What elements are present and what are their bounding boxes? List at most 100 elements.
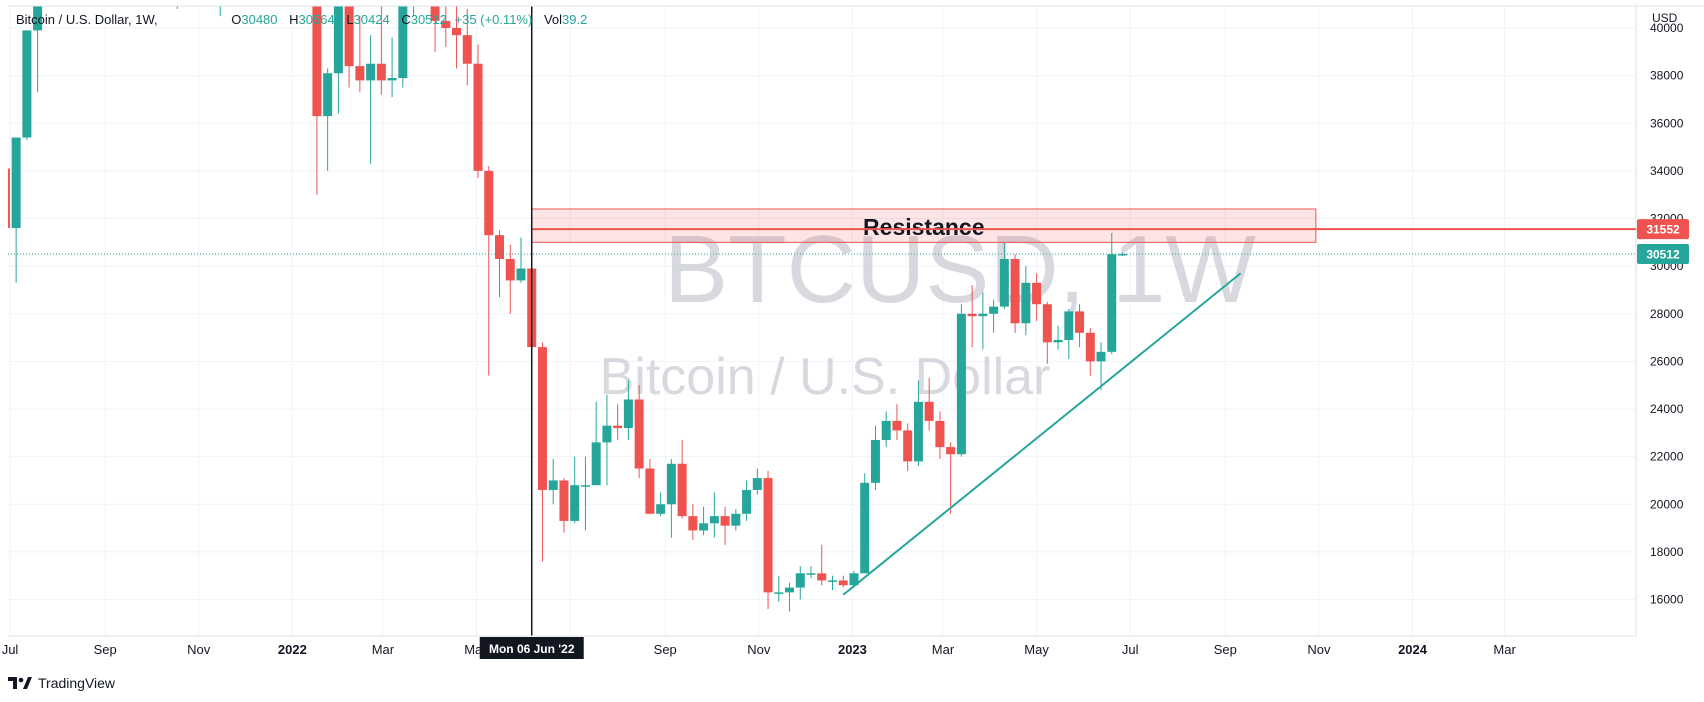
candle xyxy=(323,68,333,171)
candle xyxy=(892,404,902,440)
candle xyxy=(462,8,472,86)
candle xyxy=(956,304,966,457)
candle-body xyxy=(763,478,773,593)
legend-high-label: H xyxy=(289,12,299,27)
y-tick-label: 20000 xyxy=(1650,497,1684,511)
candle-body xyxy=(742,489,752,514)
candle-body xyxy=(817,573,827,581)
candle xyxy=(484,166,494,376)
candle-body xyxy=(677,463,687,517)
candle-body xyxy=(827,580,837,582)
candle xyxy=(441,6,451,48)
candle xyxy=(806,566,816,579)
candle xyxy=(688,504,698,540)
candle xyxy=(1118,252,1128,257)
candle xyxy=(742,480,752,521)
candle xyxy=(623,380,633,440)
price-label-text: 31552 xyxy=(1646,223,1680,237)
candle-body xyxy=(1064,311,1074,340)
candle xyxy=(870,425,880,490)
currency-label: USD xyxy=(1652,11,1678,25)
candle-body xyxy=(795,573,805,588)
candle-body xyxy=(484,170,494,236)
candle xyxy=(387,37,397,98)
y-tick-label: 22000 xyxy=(1650,450,1684,464)
candle-body xyxy=(516,268,526,281)
candle xyxy=(817,544,827,586)
candle xyxy=(452,6,462,69)
tradingview-logo[interactable]: TradingView xyxy=(8,675,115,691)
candle-body xyxy=(623,399,633,429)
y-tick-label: 24000 xyxy=(1650,402,1684,416)
candle xyxy=(763,470,773,610)
candle-body xyxy=(989,306,999,314)
y-tick-label: 16000 xyxy=(1650,593,1684,607)
candle-body xyxy=(33,6,43,31)
candle xyxy=(219,6,221,17)
candle xyxy=(505,244,515,314)
candle-body xyxy=(22,30,32,138)
candle xyxy=(1064,308,1074,359)
candle-body xyxy=(752,478,762,490)
x-tick-label: 2023 xyxy=(838,642,867,657)
candle-body xyxy=(441,20,451,29)
candle xyxy=(1096,342,1106,390)
y-tick-label: 34000 xyxy=(1650,164,1684,178)
candle-body xyxy=(656,504,666,514)
x-tick-label: Jul xyxy=(1122,642,1139,657)
candle xyxy=(473,44,483,179)
candle xyxy=(559,478,569,533)
x-tick-label: Nov xyxy=(187,642,211,657)
y-tick-label: 40000 xyxy=(1650,21,1684,35)
candle-body xyxy=(312,6,322,117)
candle-body xyxy=(731,513,741,526)
candle xyxy=(946,442,956,514)
candle xyxy=(903,423,913,471)
candle xyxy=(785,582,795,612)
candle-body xyxy=(376,63,386,81)
candle xyxy=(978,292,988,350)
candle-body xyxy=(1010,258,1020,324)
candle-body xyxy=(645,468,655,514)
y-tick-label: 36000 xyxy=(1650,116,1684,130)
candle-body xyxy=(720,516,730,526)
legend-close: 30512 xyxy=(410,12,447,27)
candle xyxy=(355,16,365,93)
candle-body xyxy=(881,420,891,440)
x-tick-label: Nov xyxy=(1307,642,1331,657)
candle-body xyxy=(1042,304,1052,343)
candle xyxy=(366,35,376,164)
candle-body xyxy=(8,168,10,229)
candle xyxy=(935,411,945,460)
y-tick-label: 26000 xyxy=(1650,354,1684,368)
price-label-box xyxy=(1637,219,1689,240)
candle xyxy=(1010,254,1020,333)
candle-body xyxy=(333,6,343,74)
candle-body xyxy=(999,258,1009,307)
candle-body xyxy=(1032,282,1042,305)
candle xyxy=(1032,273,1042,321)
grid-lines xyxy=(8,6,1636,636)
candle xyxy=(1042,301,1052,364)
candle xyxy=(795,566,805,600)
candle xyxy=(613,404,623,440)
watermark-symbol: BTCUSD, 1W xyxy=(664,216,1256,323)
candle-body xyxy=(849,573,859,586)
x-tick-label: Mar xyxy=(372,642,395,657)
candle xyxy=(913,380,923,467)
candle xyxy=(656,492,666,517)
candle xyxy=(344,6,354,88)
axes: USD 16000 18000 20000 22000 24000 26000 28000 30… xyxy=(2,5,1704,659)
candle xyxy=(634,385,644,479)
candle xyxy=(1053,325,1063,350)
legend-vol: 39.2 xyxy=(562,12,588,27)
candle-body xyxy=(452,28,462,36)
candle-body xyxy=(495,235,505,259)
candle xyxy=(11,137,21,283)
candle-body xyxy=(559,480,569,521)
candle-body xyxy=(806,573,816,575)
candle-body xyxy=(634,399,644,469)
candle xyxy=(430,6,440,52)
candle-body xyxy=(387,78,397,81)
